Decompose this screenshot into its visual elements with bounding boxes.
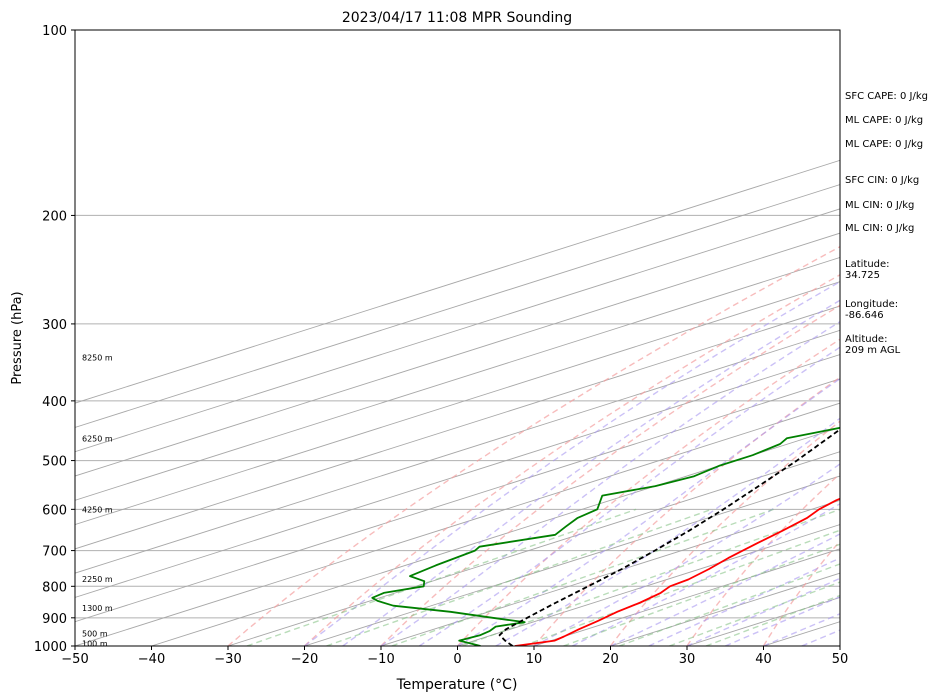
dry-adiabat-line [456,338,840,646]
isotherm-line [75,281,840,526]
x-tick-label: 50 [832,652,849,667]
isotherm-line [75,329,840,574]
moist-adiabat-line [533,462,840,646]
info-line: Altitude: 209 m AGL [845,334,901,357]
isotherm-line [151,426,840,646]
x-tick-label: −50 [61,652,88,667]
isotherm-line [75,208,840,453]
mixing-ratio-line [391,508,774,646]
isotherm-line [75,354,840,598]
y-tick-label: 300 [42,318,67,333]
moist-adiabat-line [457,377,840,646]
isotherm-line [75,378,840,623]
temperature-profile-line [514,497,840,646]
y-tick-label: 900 [42,612,67,627]
mixing-ratio-line [326,508,712,646]
dry-adiabat-line [762,540,840,646]
dry-adiabat-line [227,245,840,646]
moist-adiabat-line [380,320,840,646]
x-tick-label: 10 [526,652,543,667]
dry-adiabat-line [304,273,840,646]
y-tick-label: 1000 [34,640,67,655]
plot-frame [74,29,841,647]
x-tick-label: 0 [453,652,461,667]
mixing-ratio-line [563,543,840,646]
info-line: ML CAPE: 0 J/kg [845,115,924,126]
x-tick-label: −30 [214,652,241,667]
x-tick-label: −10 [367,652,394,667]
dry-adiabat-line [686,472,840,646]
height-label: 1300 m [82,604,113,613]
chart-title: 2023/04/17 11:08 MPR Sounding [342,10,572,26]
isotherm-line [75,159,840,404]
isotherm-line [457,524,840,646]
x-tick-label: 20 [602,652,619,667]
y-tick-label: 800 [42,580,67,595]
x-tick-label: −40 [138,652,165,667]
isotherm-line [75,305,840,550]
mixing-ratio-line [246,508,637,646]
isotherm-line [75,256,840,501]
mixing-ratio-line [522,529,840,646]
moist-adiabat-line [418,346,840,646]
height-label: 100 m [82,639,108,648]
isotherm-line [380,499,840,646]
x-tick-label: 40 [755,652,772,667]
mixing-ratio-line [619,563,840,646]
height-label: 8250 m [82,353,113,362]
moist-adiabat-line [648,557,840,646]
x-axis-label: Temperature (°C) [396,677,518,693]
mixing-ratio-line [669,581,840,646]
height-label: 2250 m [82,575,113,584]
info-line: Latitude: 34.725 [845,259,890,282]
height-label: 4250 m [82,505,113,514]
x-tick-label: −20 [291,652,318,667]
y-tick-label: 400 [42,395,67,410]
isotherm-line [227,451,840,646]
y-tick-label: 600 [42,503,67,518]
y-tick-label: 500 [42,455,67,470]
moist-adiabat-line [610,533,840,646]
mixing-ratio-line [705,594,840,646]
y-tick-label: 100 [42,24,67,39]
isotherm-line [75,232,840,477]
height-label: 500 m [82,630,108,639]
info-line: ML CIN: 0 J/kg [845,199,915,211]
info-line: Longitude: -86.646 [845,298,899,321]
info-line: ML CAPE: 0 J/kg [845,138,924,150]
y-axis-label: Pressure (hPa) [10,291,25,384]
moist-adiabat-line [725,595,840,646]
info-line: SFC CIN: 0 J/kg [845,174,920,186]
moist-adiabat-line [342,299,840,646]
axes: −50 −40 −30 −20 −10 0 10 20 30 40 50 100 200 300 400 50… [34,24,848,667]
parcel-profile-line [498,428,840,646]
y-tick-label: 200 [42,209,67,224]
info-line: ML CIN: 0 J/kg [845,223,915,235]
x-tick-label: 30 [679,652,696,667]
height-label: 6250 m [82,434,113,443]
isotherm-line [75,184,840,428]
dewpoint-profile-line [371,426,840,646]
moist-adiabat-line [304,280,840,646]
mixing-ratio-line [461,508,840,646]
dry-adiabat-line [609,420,840,646]
y-tick-label: 700 [42,545,67,560]
isotherm-line [304,475,840,646]
isotherm-line [75,402,840,646]
info-line: SFC CAPE: 0 J/kg [845,91,928,103]
dry-adiabat-line [380,304,840,646]
